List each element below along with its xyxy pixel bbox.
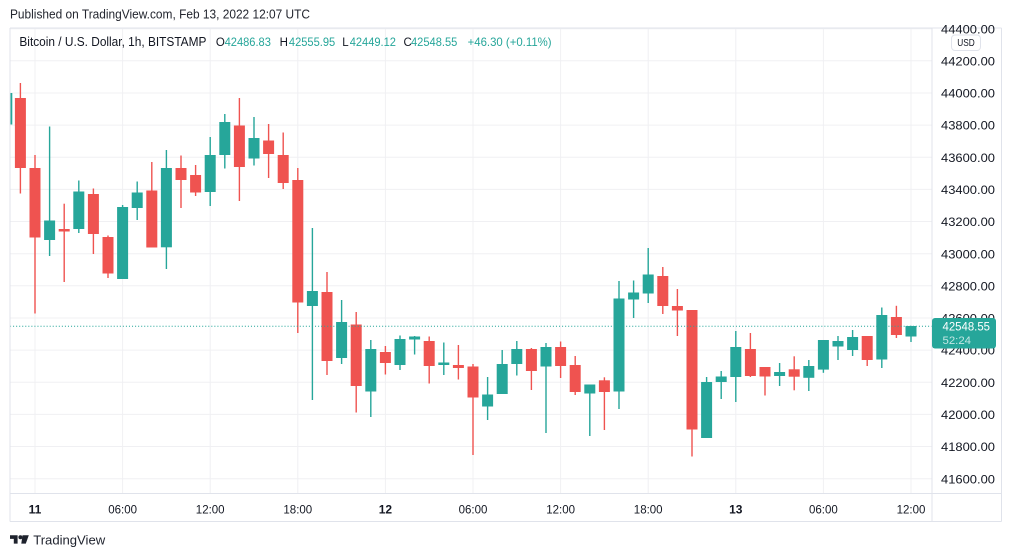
svg-text:18:00: 18:00 — [634, 505, 663, 517]
svg-text:41600.00: 41600.00 — [941, 472, 995, 486]
svg-text:42000.00: 42000.00 — [941, 408, 995, 422]
svg-text:TradingView: TradingView — [33, 533, 105, 548]
svg-text:+46.30 (+0.11%): +46.30 (+0.11%) — [468, 36, 552, 49]
svg-text:41800.00: 41800.00 — [941, 440, 995, 454]
svg-text:44000.00: 44000.00 — [941, 87, 995, 101]
svg-text:USD: USD — [957, 38, 975, 49]
svg-text:42548.55: 42548.55 — [943, 322, 991, 334]
svg-text:42555.95: 42555.95 — [289, 36, 335, 49]
svg-text:12:00: 12:00 — [196, 505, 225, 517]
svg-text:12:00: 12:00 — [897, 505, 926, 517]
svg-text:43600.00: 43600.00 — [941, 151, 995, 165]
svg-text:43400.00: 43400.00 — [941, 183, 995, 197]
svg-text:44400.00: 44400.00 — [941, 22, 995, 36]
svg-text:H: H — [280, 37, 288, 49]
svg-text:43200.00: 43200.00 — [941, 215, 995, 229]
svg-text:43000.00: 43000.00 — [941, 247, 995, 261]
svg-text:C: C — [404, 37, 412, 49]
svg-text:11: 11 — [29, 503, 42, 517]
svg-text:52:24: 52:24 — [943, 335, 972, 347]
svg-text:06:00: 06:00 — [459, 505, 488, 517]
svg-text:42548.55: 42548.55 — [411, 36, 457, 49]
svg-text:42800.00: 42800.00 — [941, 279, 995, 293]
svg-text:O: O — [216, 37, 225, 49]
svg-text:43800.00: 43800.00 — [941, 119, 995, 133]
svg-text:12:00: 12:00 — [546, 505, 575, 517]
svg-text:42449.12: 42449.12 — [350, 36, 396, 49]
svg-text:44200.00: 44200.00 — [941, 54, 995, 68]
svg-text:06:00: 06:00 — [108, 505, 137, 517]
svg-text:13: 13 — [729, 503, 743, 517]
svg-text:18:00: 18:00 — [283, 505, 312, 517]
svg-text:42486.83: 42486.83 — [225, 36, 271, 49]
svg-text:42200.00: 42200.00 — [941, 376, 995, 390]
svg-text:Published on TradingView.com,: Published on TradingView.com, Feb 13, 20… — [10, 7, 310, 21]
svg-text:06:00: 06:00 — [809, 505, 838, 517]
svg-text:Bitcoin / U.S. Dollar, 1h, BIT: Bitcoin / U.S. Dollar, 1h, BITSTAMP — [19, 35, 206, 49]
svg-text:L: L — [342, 37, 349, 49]
svg-text:12: 12 — [379, 503, 393, 517]
